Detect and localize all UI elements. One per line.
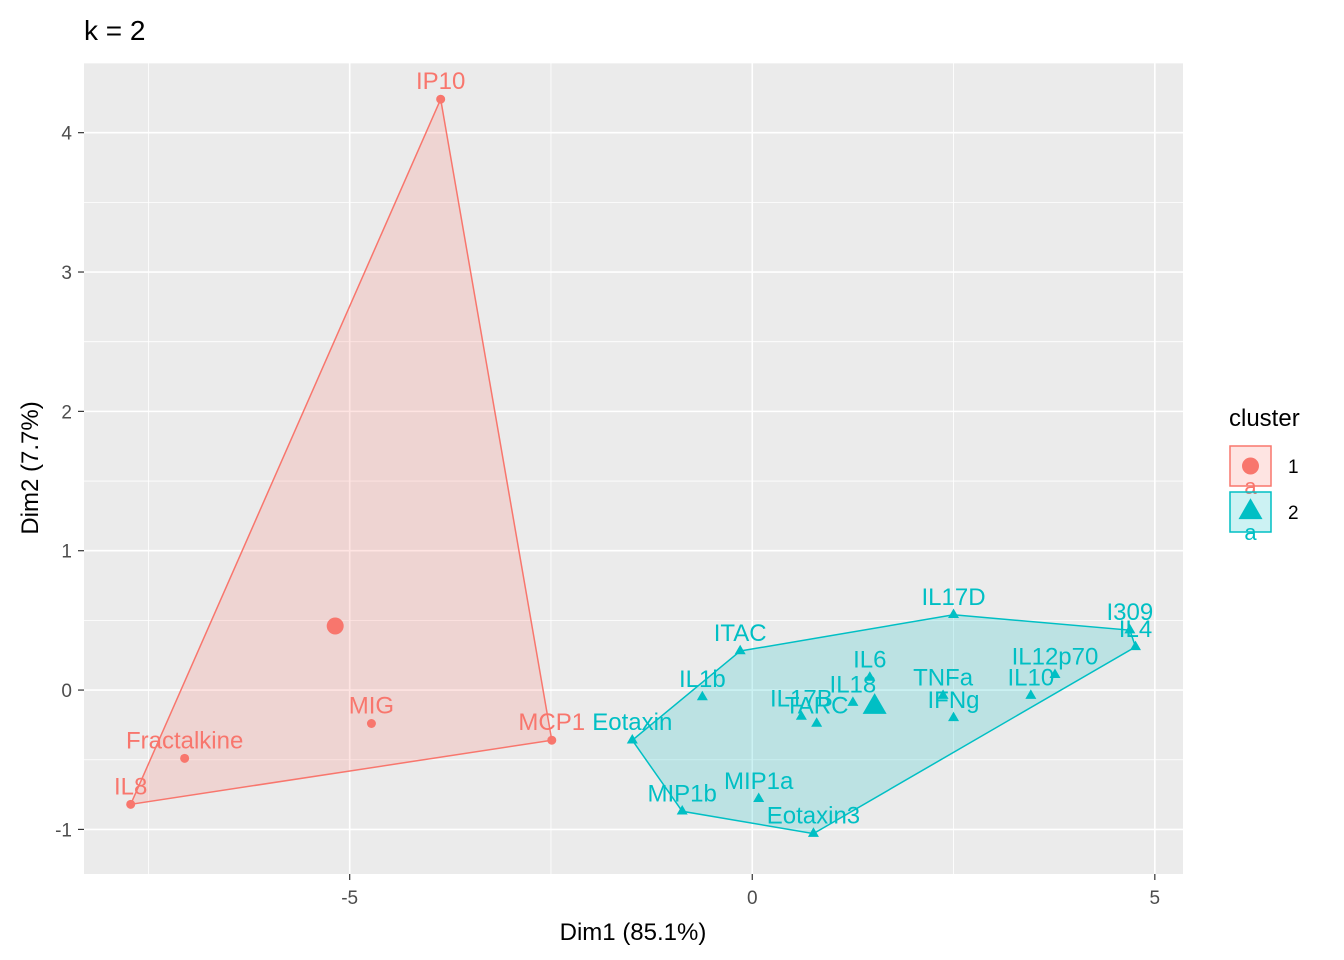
cluster-hulls <box>129 96 1137 835</box>
legend-key-glyph: a <box>1244 520 1257 545</box>
data-point <box>1124 623 1136 634</box>
point-label: IL17D <box>922 584 986 611</box>
data-point <box>795 710 807 720</box>
data-point <box>734 644 746 655</box>
point-label: MCP1 <box>518 709 585 736</box>
data-point <box>366 719 376 729</box>
data-point <box>1129 640 1141 651</box>
x-tick-label: 0 <box>747 888 758 909</box>
y-tick-label: 4 <box>61 124 72 145</box>
legend-key-triangle <box>1238 498 1263 520</box>
legend-label: 1 <box>1288 457 1299 478</box>
y-tick-label: 1 <box>61 542 72 563</box>
y-axis-ticks: -1 0 1 2 3 4 <box>55 124 84 841</box>
data-point <box>547 735 557 745</box>
data-point <box>807 827 819 837</box>
point-label: IP10 <box>416 68 465 95</box>
chart-title: k = 2 <box>84 15 145 46</box>
data-point <box>753 792 765 802</box>
cluster-centroid-2 <box>862 693 887 714</box>
cluster-hull-2 <box>631 614 1137 835</box>
y-axis-title: Dim2 (7.7%) <box>17 401 44 534</box>
y-tick-label: 2 <box>61 402 72 423</box>
point-label: IL4 <box>1119 616 1152 643</box>
point-label: IL10 <box>1007 665 1054 692</box>
point-label: IL1b <box>679 666 726 693</box>
data-point <box>864 671 876 681</box>
point-label: ITAC <box>714 620 767 647</box>
point-label: I309 <box>1107 599 1154 626</box>
point-label: IL12p70 <box>1012 644 1099 671</box>
legend-label: 2 <box>1288 503 1299 524</box>
x-axis-ticks: -5 0 5 <box>341 874 1160 909</box>
data-point <box>1049 668 1061 678</box>
point-label: IFNg <box>928 687 980 714</box>
data-point <box>126 799 136 809</box>
data-point <box>937 689 949 699</box>
data-point <box>948 608 960 619</box>
data-point <box>811 717 823 727</box>
point-label: IL8 <box>114 773 147 800</box>
point-label: MIG <box>349 693 394 720</box>
legend-title: cluster <box>1229 405 1300 432</box>
x-tick-label: 5 <box>1150 888 1161 909</box>
data-point <box>626 733 638 744</box>
grid-major <box>84 63 1183 874</box>
point-label: Eotaxin <box>592 709 672 736</box>
point-label: Fractalkine <box>126 727 243 754</box>
data-point <box>948 711 960 722</box>
y-tick-label: -1 <box>55 820 72 841</box>
point-label: MIP1b <box>648 780 717 807</box>
cluster-centroid-1 <box>326 617 344 635</box>
data-points <box>126 94 1141 837</box>
data-point <box>1025 689 1037 699</box>
data-point <box>847 696 859 706</box>
x-tick-label: -5 <box>341 888 358 909</box>
data-point <box>180 753 190 763</box>
cluster-hull-1 <box>129 96 553 806</box>
data-point <box>436 94 446 104</box>
data-point <box>696 690 708 701</box>
y-tick-label: 3 <box>61 263 72 284</box>
point-label: IL17B <box>770 686 833 713</box>
x-axis-title: Dim1 (85.1%) <box>560 919 707 946</box>
legend-key-circle <box>1242 457 1259 475</box>
point-label: IL18 <box>830 672 877 699</box>
point-label: MIP1a <box>724 768 794 795</box>
grid-minor <box>84 62 1183 874</box>
data-point <box>676 805 688 815</box>
point-label: TARC <box>785 693 849 720</box>
point-label: IL6 <box>853 647 886 674</box>
y-tick-label: 0 <box>61 681 72 702</box>
point-label: Eotaxin3 <box>767 803 860 830</box>
point-label: TNFa <box>913 665 974 692</box>
